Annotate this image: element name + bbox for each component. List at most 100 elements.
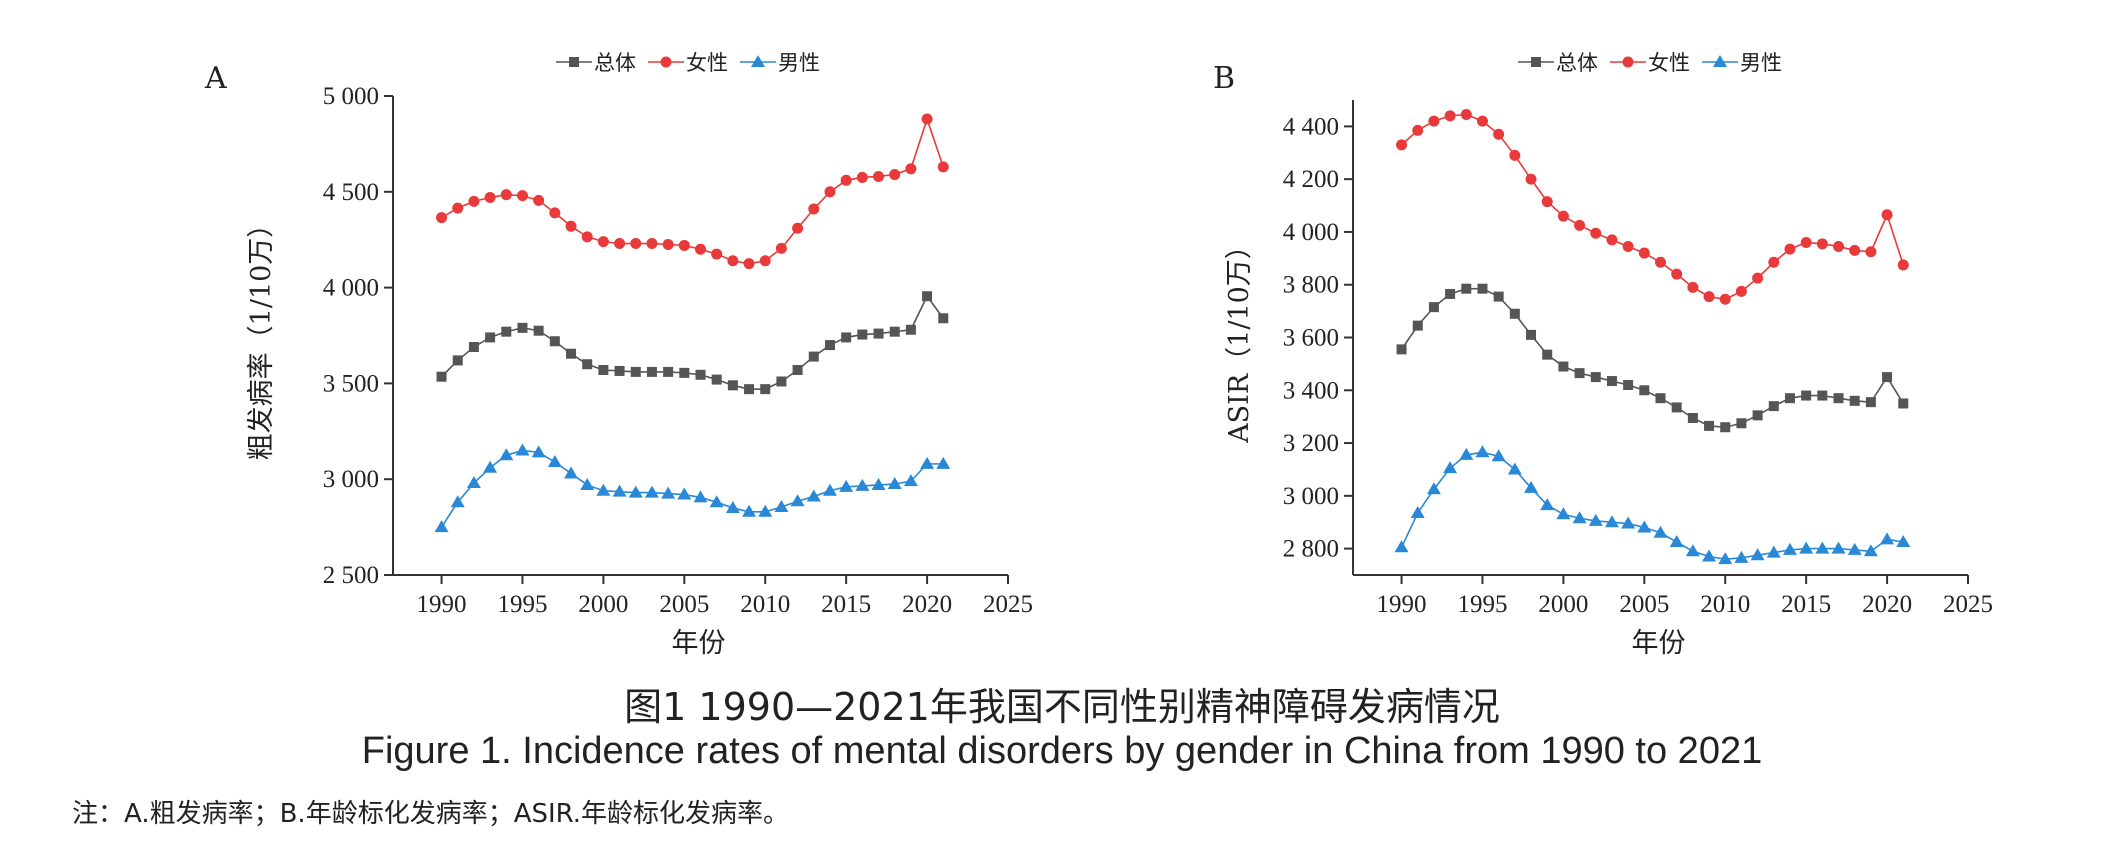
data-point	[1831, 541, 1846, 554]
data-point	[1396, 139, 1408, 151]
data-point	[727, 255, 739, 267]
data-point	[1817, 390, 1828, 401]
data-point	[501, 326, 512, 337]
data-point	[466, 476, 481, 489]
x-tick-label: 2025	[983, 591, 1033, 618]
data-point	[1445, 288, 1456, 299]
data-point	[889, 169, 901, 181]
data-point	[533, 325, 544, 336]
data-point	[1507, 462, 1522, 475]
series-line-triangle	[1400, 451, 1904, 560]
data-point	[1736, 418, 1747, 429]
data-point	[452, 202, 464, 214]
data-point	[1476, 115, 1488, 127]
series-line-circle	[1401, 113, 1905, 301]
data-point	[743, 258, 755, 270]
data-point	[824, 340, 835, 351]
data-point	[1669, 535, 1684, 548]
data-point	[468, 195, 480, 207]
data-point	[1718, 552, 1733, 565]
y-tick-label: 3 000	[323, 466, 379, 493]
data-point	[582, 359, 593, 370]
data-point	[1525, 173, 1537, 185]
data-point	[646, 238, 658, 250]
legend-label: 总体	[1556, 51, 1598, 75]
data-point	[1752, 272, 1764, 284]
data-point	[646, 366, 657, 377]
data-point	[922, 291, 933, 302]
data-point	[1604, 515, 1619, 528]
data-point	[515, 443, 530, 456]
series-line-square	[1400, 287, 1904, 429]
data-point	[597, 236, 609, 248]
data-point	[436, 212, 448, 224]
data-point	[711, 374, 722, 385]
data-point	[566, 348, 577, 359]
data-point	[1849, 244, 1861, 256]
data-point	[1881, 209, 1893, 221]
data-point	[1768, 401, 1779, 412]
data-point	[792, 222, 804, 234]
data-point	[1443, 461, 1458, 474]
series-line-circle	[441, 116, 945, 265]
data-point	[531, 445, 546, 458]
data-point	[790, 494, 805, 507]
x-tick-label: 1990	[417, 591, 467, 618]
data-point	[937, 161, 949, 173]
data-point	[628, 485, 643, 498]
data-point	[596, 483, 611, 496]
x-tick-label: 2010	[1700, 591, 1750, 618]
data-point	[1896, 535, 1911, 548]
data-point	[630, 238, 642, 250]
data-point	[905, 324, 916, 335]
data-point	[1865, 246, 1877, 258]
data-point	[1833, 393, 1844, 404]
data-point	[580, 477, 595, 490]
x-tick-label: 2000	[1538, 591, 1588, 618]
data-point	[517, 322, 528, 333]
data-point	[533, 194, 545, 206]
data-point	[841, 332, 852, 343]
data-point	[1540, 498, 1555, 511]
x-tick-label: 2000	[578, 591, 628, 618]
data-point	[1815, 541, 1830, 554]
figure-title-english: Figure 1. Incidence rates of mental diso…	[361, 730, 1763, 772]
series-line-square	[440, 294, 944, 390]
data-point	[1410, 505, 1425, 518]
data-point	[695, 369, 706, 380]
y-axis-title: ASIR（1/10万）	[1224, 232, 1255, 444]
data-point	[808, 351, 819, 362]
data-point	[1882, 372, 1893, 383]
data-point	[1671, 402, 1682, 413]
chart-panel-b: B 1990 1995 2000 2005 2010 2015 2020 2025 2 800 3 …	[1213, 51, 1993, 659]
data-point	[903, 474, 918, 487]
data-point	[744, 384, 755, 395]
x-tick-label: 2025	[1943, 591, 1993, 618]
data-point	[1799, 541, 1814, 554]
chart-panel-a: A 1990 1995 2000 2005 2010 2015 2020 2025 2 500 3 …	[204, 51, 1033, 659]
data-point	[776, 376, 787, 387]
data-point	[1671, 268, 1683, 280]
data-point	[824, 186, 836, 198]
y-tick-label: 2 500	[323, 562, 379, 589]
data-point	[1849, 395, 1860, 406]
data-point	[483, 460, 498, 473]
data-point	[1460, 109, 1472, 121]
data-point	[760, 384, 771, 395]
data-point	[1898, 398, 1909, 409]
data-point	[1493, 291, 1504, 302]
data-point	[695, 243, 706, 255]
data-point	[1687, 281, 1699, 293]
data-point	[774, 499, 789, 512]
data-point	[1394, 540, 1409, 553]
data-point	[1865, 397, 1876, 408]
legend-label: 男性	[1740, 51, 1782, 75]
data-point	[822, 483, 837, 496]
data-point	[1637, 520, 1652, 533]
data-point	[614, 365, 625, 376]
x-tick-label: 2005	[1619, 591, 1669, 618]
data-point	[1477, 283, 1488, 294]
data-point	[1475, 445, 1490, 458]
legend-marker	[1622, 56, 1634, 68]
data-point	[1541, 196, 1553, 208]
